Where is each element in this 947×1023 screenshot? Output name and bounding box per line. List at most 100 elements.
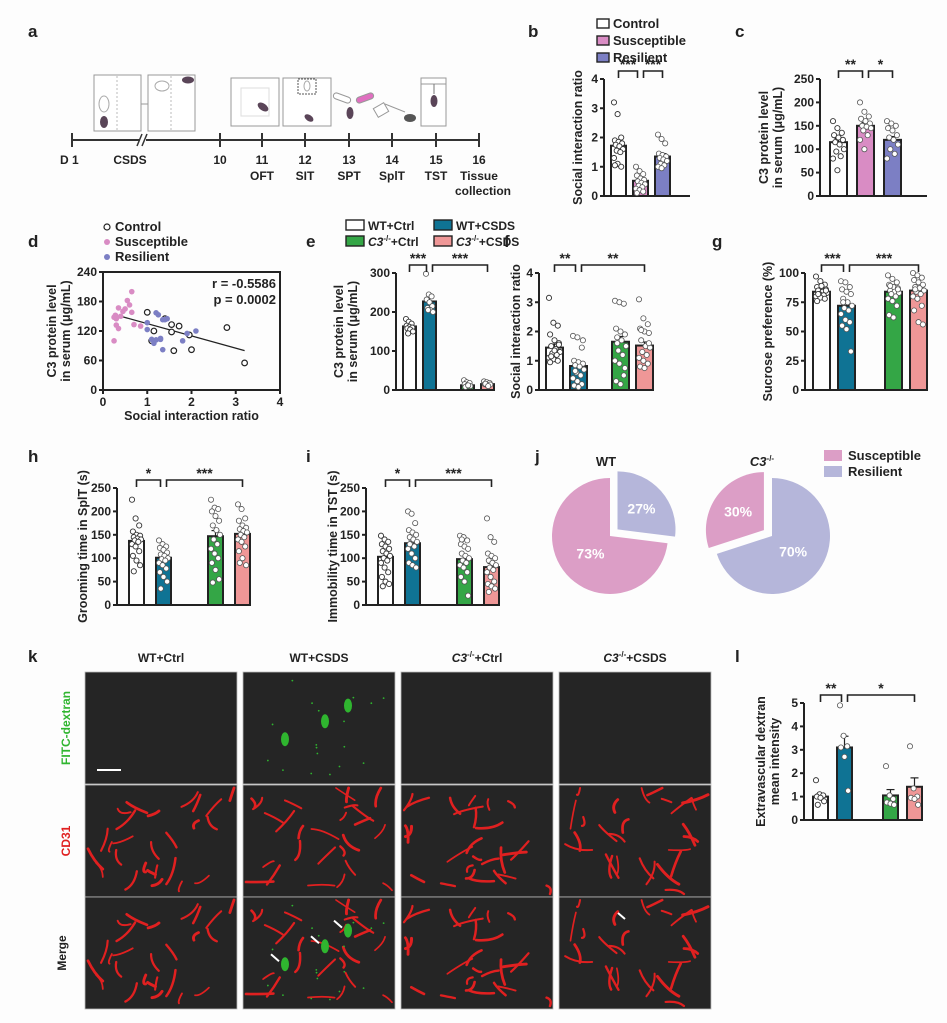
arrow-icon [310,935,320,945]
pie-slice-susceptible [705,472,764,549]
significance-bracket [867,70,894,78]
micrograph-background [242,671,396,785]
cd31-vessel [403,936,410,956]
data-point [574,378,581,385]
cd31-vessel [467,794,477,807]
column-header-rest: WT+Ctrl [138,651,184,665]
arrow-icon [333,919,343,929]
data-point [620,372,627,379]
timeline-axis [71,133,480,147]
cd31-vessel [107,841,113,853]
cd31-vessel [575,786,582,796]
legend-swatch [824,466,842,477]
y-tick-label: 250 [794,72,814,86]
data-point [817,794,824,801]
data-point [894,286,901,293]
data-point [636,296,643,303]
data-point [386,580,393,587]
legend-superscript: -/- [383,234,391,243]
data-point [636,354,643,361]
data-point [235,517,242,524]
social-interaction-arena-icon [282,77,332,127]
significance-bracket [553,264,577,272]
scatter-point-control [223,324,231,331]
data-point [157,585,164,592]
fitc-speck [338,765,341,768]
fitc-speck [370,702,373,705]
cd31-vessel [124,870,139,891]
cd31-vessel [580,927,586,939]
cd31-vessel [492,981,507,997]
significance-marker: *** [445,465,462,481]
cd31-vessel [403,936,414,951]
cd31-vessel [612,798,620,814]
data-point [379,583,386,590]
panel-a: a [28,22,511,198]
legend-rest: +CSDS [479,235,519,249]
data-point [570,375,577,382]
data-point [551,347,558,354]
data-point [236,559,243,566]
fitc-speck [315,746,318,749]
cd31-vessel [646,898,664,909]
cd31-vessel [509,840,530,861]
y-tick-label: 0 [807,189,814,203]
y-tick-label: 0 [792,383,799,397]
cd31-vessel [507,800,517,809]
data-point [838,129,845,136]
y-axis-label: Grooming time in SplT (s) [76,470,90,623]
y-tick-label: 100 [340,551,360,565]
y-tick-label: 75 [786,295,800,309]
data-point [621,365,628,372]
data-point [385,538,392,545]
cd31-vessel [670,908,693,927]
data-point [839,322,846,329]
cd31-vessel [645,860,656,886]
data-point [614,111,621,118]
data-point [207,545,214,552]
cd31-vessel [682,835,700,843]
cd31-vessel [341,833,361,852]
cd31-vessel [250,909,257,921]
data-point [815,291,822,298]
y-tick-label: 100 [794,142,814,156]
scatter-point-resilient [179,338,186,344]
data-point [845,787,852,794]
micrograph-merge-2 [242,896,396,1010]
y-tick-label: 3 [791,743,798,757]
data-point [844,743,851,750]
cd31-vessel [621,930,630,946]
data-point [861,108,868,115]
data-point [487,573,494,580]
fitc-speck [382,922,385,925]
data-point [159,562,166,569]
cd31-vessel [116,919,132,927]
scatter-point-resilient [159,316,166,323]
cd31-vessel [336,873,346,889]
y-tick-label: 150 [340,528,360,542]
cd31-vessel [112,835,134,845]
cd31-vessel [343,804,359,809]
data-point [845,307,852,314]
fitc-speck [343,745,346,748]
significance-bracket [165,479,244,487]
data-point [911,307,918,314]
data-point [491,578,498,585]
data-point [645,329,652,336]
x-axis-label: Social interaction ratio [124,409,259,423]
cd31-vessel [453,917,484,928]
micrograph-cd31-2 [242,784,396,898]
cd31-vessel [142,861,148,874]
data-point [865,113,872,120]
fitc-speck [370,927,373,930]
micrograph-merge-4 [558,896,712,1010]
y-axis-label: Sucrose preference (%) [761,262,775,402]
cd31-vessel [99,827,109,852]
cd31-vessel [116,807,132,815]
data-point [834,167,841,174]
data-point [639,348,646,355]
data-point [457,573,464,580]
cd31-vessel [339,957,346,969]
data-point [638,337,645,344]
